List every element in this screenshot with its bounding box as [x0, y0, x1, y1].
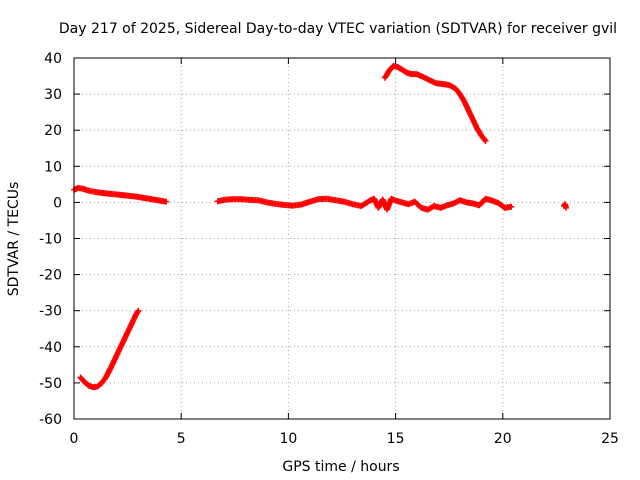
data-point	[563, 204, 570, 211]
data-series	[214, 195, 515, 213]
x-tick-label: 25	[601, 431, 619, 447]
y-tick-label: 30	[44, 87, 62, 103]
grid	[74, 58, 610, 419]
y-tick-label: -40	[39, 340, 62, 356]
y-tick-label: -10	[39, 232, 62, 248]
tick-labels: 0 5 10 15 20 25 -60 -50 -40 -30 -20 -10 0 10 20 30 40	[39, 51, 619, 447]
data-point	[481, 136, 488, 143]
y-tick-label: 10	[44, 159, 62, 175]
data-point	[163, 198, 170, 205]
data-points	[71, 62, 570, 391]
y-axis-label: SDTVAR / TECUs	[6, 182, 22, 297]
chart-title: Day 217 of 2025, Sidereal Day-to-day VTE…	[59, 21, 617, 37]
y-tick-label: -30	[39, 304, 62, 320]
y-tick-label: -20	[39, 268, 62, 284]
data-point	[135, 307, 142, 314]
data-series	[71, 184, 170, 205]
data-point	[134, 308, 141, 315]
x-tick-label: 15	[387, 431, 405, 447]
x-tick-label: 20	[494, 431, 512, 447]
axis-ticks	[73, 57, 611, 420]
x-tick-label: 5	[177, 431, 186, 447]
y-tick-label: 40	[44, 51, 62, 67]
data-series	[381, 62, 489, 145]
data-point	[482, 138, 489, 145]
x-tick-label: 0	[70, 431, 79, 447]
data-series	[560, 201, 570, 211]
x-axis-label: GPS time / hours	[282, 459, 399, 475]
data-series	[77, 307, 142, 391]
y-tick-label: -60	[39, 412, 62, 428]
y-tick-label: 0	[53, 195, 62, 211]
x-tick-label: 10	[279, 431, 297, 447]
y-tick-label: -50	[39, 376, 62, 392]
y-tick-label: 20	[44, 123, 62, 139]
data-point	[508, 203, 515, 210]
